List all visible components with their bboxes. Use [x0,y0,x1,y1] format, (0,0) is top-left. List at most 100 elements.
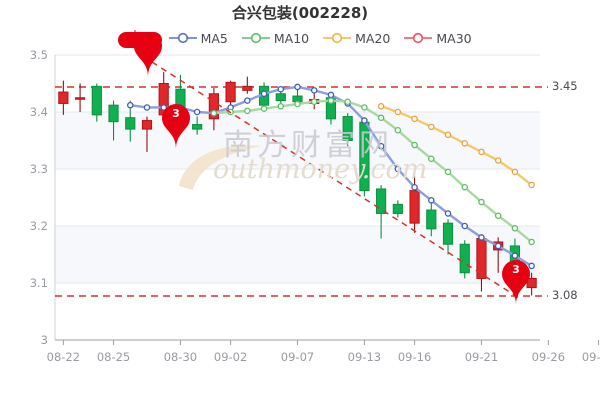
candle-body [74,97,86,100]
ma-marker-MA10 [260,105,268,112]
legend-item-ma30[interactable]: MA30 [404,31,472,48]
ma-marker-MA5 [494,242,502,250]
y-axis-tick-label: 3.4 [29,105,48,119]
x-axis-tick-label: 08-22 [46,350,81,364]
ma-marker-MA5 [394,165,402,173]
ma-marker-MA10 [411,141,418,149]
ma-marker-MA5 [294,83,301,91]
ma-marker-MA5 [528,262,535,270]
candle-body [359,121,370,192]
ma-marker-MA10 [210,109,218,117]
candle-body [125,117,136,130]
ma-marker-MA10 [478,198,485,206]
candle-body [509,245,521,277]
legend-item-label: MA20 [355,31,391,47]
ma-marker-MA10 [394,126,402,134]
legend-highlight-bar [118,32,162,48]
candle-body [376,188,387,214]
ma-marker-MA10 [327,97,335,104]
reference-line-label: 3.08 [552,288,578,302]
ma-marker-MA20 [478,148,485,156]
x-axis-tick-label: 09-21 [464,350,499,364]
circle-icon [404,31,433,48]
candle-body [175,88,186,116]
ma-marker-MA5 [193,108,201,116]
x-axis-tick-label: 09-02 [213,350,248,364]
circle-icon [323,31,352,48]
ma-marker-MA5 [461,222,468,230]
ma-marker-MA20 [528,181,535,189]
y-axis-tick-label: 3.2 [29,219,48,233]
ma-marker-MA20 [394,108,402,116]
ma-marker-MA10 [494,212,502,219]
legend-item-ma5[interactable]: MA5 [168,31,228,48]
ma-marker-MA10 [528,238,535,246]
ma-marker-MA5 [444,210,452,217]
ma-marker-MA10 [361,104,368,111]
ma-marker-MA5 [310,87,318,94]
candle-body [141,120,153,130]
x-axis-tick-label: 09-16 [397,350,432,364]
legend-item-ma10[interactable]: MA10 [241,31,310,48]
x-axis-tick-label: 09-13 [347,350,382,364]
candle-body [526,277,537,289]
ma-marker-MA10 [511,225,519,232]
trend-line [151,61,523,301]
ma-marker-MA20 [444,131,452,139]
candle-body [225,81,236,103]
candle-body [208,93,219,120]
ma-marker-MA20 [377,103,385,110]
ma-marker-MA10 [277,103,285,110]
ma-marker-MA20 [428,123,435,131]
ma-marker-MA5 [361,117,368,124]
legend-item-label: MA5 [200,31,228,47]
legend-item-label: MA30 [436,31,472,47]
ma-marker-MA20 [494,157,502,164]
ma-marker-MA10 [377,114,385,121]
candle-body [242,85,253,91]
candle-body [442,222,454,245]
ma-marker-MA5 [411,183,418,191]
ma-marker-MA20 [461,140,468,147]
ma-marker-MA5 [511,252,519,259]
circle-icon [241,31,270,48]
ma-marker-MA5 [478,234,485,241]
ma-marker-MA10 [244,107,251,115]
ma-marker-MA10 [428,155,435,162]
candle-body [409,190,420,224]
ma-marker-MA10 [310,98,318,105]
ma-marker-MA10 [344,98,351,105]
ma-marker-MA5 [377,142,385,150]
page-title: 合兴包装(002228) [231,4,369,22]
x-axis-tick-label: 09-29 [581,350,600,364]
ma-marker-MA5 [143,104,151,111]
ma-marker-MA10 [461,183,468,191]
x-axis-tick-label: 08-30 [163,350,198,364]
ma-line-MA20 [379,105,533,187]
chart-band-1 [55,226,540,283]
candle-body [108,104,119,123]
ma-marker-MA5 [277,85,285,93]
x-axis-tick-label: 09-07 [280,350,315,364]
ma-marker-MA10 [444,168,452,176]
ma-marker-MA20 [411,115,418,123]
ma-marker-MA5 [244,97,251,104]
ma-marker-MA5 [177,104,184,111]
candle-body [392,203,403,214]
ma-marker-MA5 [327,91,335,99]
legend-item-label: MA10 [273,31,310,47]
candle-body [275,93,286,102]
candle-body [91,85,102,116]
ma-marker-MA20 [511,168,519,176]
y-axis-tick-label: 3.1 [29,276,48,290]
ma-marker-MA5 [260,90,268,98]
ma-marker-MA5 [428,197,435,204]
legend-item-ma20[interactable]: MA20 [323,31,390,48]
candle-body [192,124,203,130]
y-axis-tick-label: 3 [40,333,48,347]
candle-body [342,116,353,141]
reference-line-label: 3.45 [552,79,578,93]
y-axis-tick-label: 3.3 [29,162,48,176]
